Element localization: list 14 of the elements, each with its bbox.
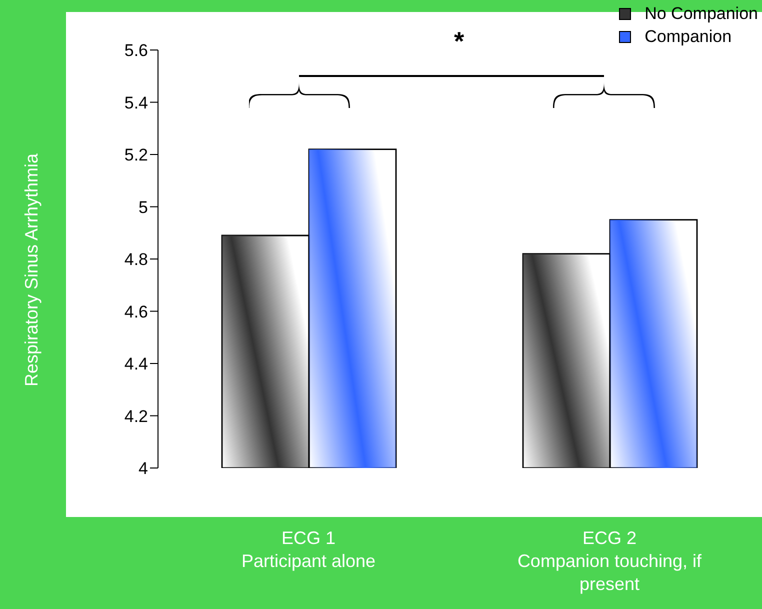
x-tick-label: ECG 1 Participant alone (241, 528, 376, 571)
y-tick-label: 4.8 (124, 250, 148, 270)
y-tick-label: 5.2 (124, 146, 148, 165)
legend-label: Companion (644, 26, 732, 46)
annotation: * (454, 26, 464, 56)
y-tick-label: 4.4 (124, 354, 148, 374)
y-axis-title: Respiratory Sinus Arrhythmia (22, 153, 42, 387)
y-tick-label: 4.2 (124, 406, 148, 426)
y-tick-label: 5.4 (124, 93, 148, 112)
y-tick-label: 4 (138, 459, 148, 478)
y-tick-label: 5 (138, 198, 148, 217)
y-tick-label: 5.6 (124, 41, 148, 60)
x-tick-label: ECG 2 Companion touching, if present (517, 528, 703, 594)
y-tick-label: 4.6 (124, 302, 148, 322)
